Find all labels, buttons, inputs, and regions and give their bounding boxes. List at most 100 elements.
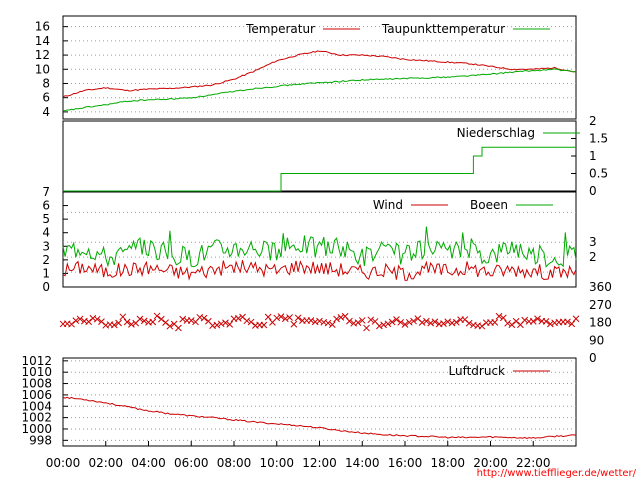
legend-niederschlag-label: Niederschlag xyxy=(457,126,535,140)
wind-ytick-6: 1 xyxy=(42,266,50,280)
dir-point xyxy=(277,313,285,320)
dir-point xyxy=(405,318,413,326)
dir-point xyxy=(93,315,101,323)
dir-point xyxy=(546,320,554,328)
temp-ytick-2: 12 xyxy=(35,48,50,62)
dir-point xyxy=(367,316,375,324)
temp-series-0-line xyxy=(62,50,577,98)
xtick-0: 00:00 xyxy=(46,456,81,470)
rain-ytick-3: 0.5 xyxy=(589,167,608,181)
dir-point xyxy=(311,318,319,326)
xtick-2: 04:00 xyxy=(131,456,166,470)
dir-point xyxy=(431,318,439,326)
temp-ytick-6: 4 xyxy=(42,105,50,119)
xtick-11: 22:00 xyxy=(516,456,551,470)
dir-point xyxy=(354,319,362,326)
wind-ytick-0: 7 xyxy=(42,185,50,199)
rain-ytick-1: 1.5 xyxy=(589,132,608,146)
legend-taupunkt-label: Taupunkttemperatur xyxy=(381,22,505,36)
dir-point xyxy=(380,321,387,329)
dir-point xyxy=(136,315,144,323)
source-url[interactable]: http://www.tiefflieger.de/wetter/ xyxy=(477,468,637,479)
pressure-ytick-6: 1000 xyxy=(21,422,52,436)
dir-point xyxy=(140,317,148,325)
dir-point xyxy=(247,318,255,326)
pressure-ytick-7: 998 xyxy=(29,433,52,447)
dir-point xyxy=(273,314,281,322)
dir-point xyxy=(542,317,550,325)
dir-point xyxy=(397,318,405,326)
pressure-ytick-2: 1008 xyxy=(21,377,52,391)
temp-ytick-1: 14 xyxy=(35,34,50,48)
dir-point xyxy=(491,319,499,326)
dir-point xyxy=(128,321,135,328)
dir-point xyxy=(119,313,127,321)
dir-point xyxy=(534,315,541,323)
legend-boeen-label: Boeen xyxy=(470,198,508,212)
dir-point xyxy=(264,313,272,321)
dir-point xyxy=(401,321,409,328)
dir-point xyxy=(388,318,396,326)
rain-series-line xyxy=(63,146,576,192)
dir-point xyxy=(153,312,161,320)
pressure-ytick-4: 1004 xyxy=(21,399,52,413)
dir-point xyxy=(200,314,208,322)
dir-point xyxy=(324,319,332,327)
dir-point xyxy=(393,316,400,323)
dir-point xyxy=(363,324,370,332)
xtick-3: 06:00 xyxy=(174,456,209,470)
xtick-10: 20:00 xyxy=(473,456,508,470)
pressure-ytick-3: 1006 xyxy=(21,388,52,402)
dir-point xyxy=(68,320,75,328)
wind-ytick-4: 3 xyxy=(42,239,50,253)
wind-ytick-1: 6 xyxy=(42,199,50,213)
dir-point xyxy=(286,314,293,321)
dir-point xyxy=(76,315,84,323)
dir-point xyxy=(410,317,417,325)
dir-point xyxy=(260,321,268,329)
legend-temperatur-label: Temperatur xyxy=(245,22,315,36)
dir-point xyxy=(110,321,118,329)
dir-point xyxy=(157,315,165,323)
dir-point xyxy=(465,319,473,327)
dir-point xyxy=(89,314,97,322)
wind-ytick-2: 5 xyxy=(42,212,50,226)
wind-ytick-5: 2 xyxy=(42,253,50,267)
legend-wind-label: Wind xyxy=(373,198,403,212)
dir-point xyxy=(328,321,336,328)
dir-point xyxy=(444,318,452,326)
dir-point xyxy=(568,320,576,328)
xtick-8: 16:00 xyxy=(388,456,423,470)
dir-point xyxy=(226,321,234,328)
dir-ytick-4: 0 xyxy=(589,351,597,365)
xtick-4: 08:00 xyxy=(217,456,252,470)
dir-point xyxy=(166,322,174,330)
dir-point xyxy=(179,315,187,323)
dir-ytick-0: 360 xyxy=(589,280,612,294)
dir-point xyxy=(72,317,80,325)
xtick-7: 14:00 xyxy=(345,456,380,470)
xtick-5: 10:00 xyxy=(259,456,294,470)
rain-ytick-2: 1 xyxy=(589,149,597,163)
dir-point xyxy=(217,320,225,328)
dir-point xyxy=(478,322,486,330)
dir-point xyxy=(337,314,345,321)
wind-panel-frame xyxy=(62,191,577,288)
pressure-ytick-0: 1012 xyxy=(21,354,52,368)
dir-point xyxy=(375,322,383,330)
xtick-1: 02:00 xyxy=(88,456,123,470)
dir-point xyxy=(440,320,447,327)
dir-point xyxy=(564,318,571,326)
temp-panel-frame xyxy=(62,15,577,120)
dir-point xyxy=(115,319,122,327)
wind-ytick-right-0: 3 xyxy=(589,235,597,249)
wind-ytick-3: 4 xyxy=(42,226,50,240)
pressure-series-line xyxy=(62,396,577,440)
dir-ytick-1: 270 xyxy=(589,298,612,312)
dir-point xyxy=(175,324,182,332)
temp-series-1-line xyxy=(62,68,577,112)
dir-point xyxy=(358,317,366,324)
dir-point xyxy=(243,317,251,325)
dir-point xyxy=(85,318,93,326)
